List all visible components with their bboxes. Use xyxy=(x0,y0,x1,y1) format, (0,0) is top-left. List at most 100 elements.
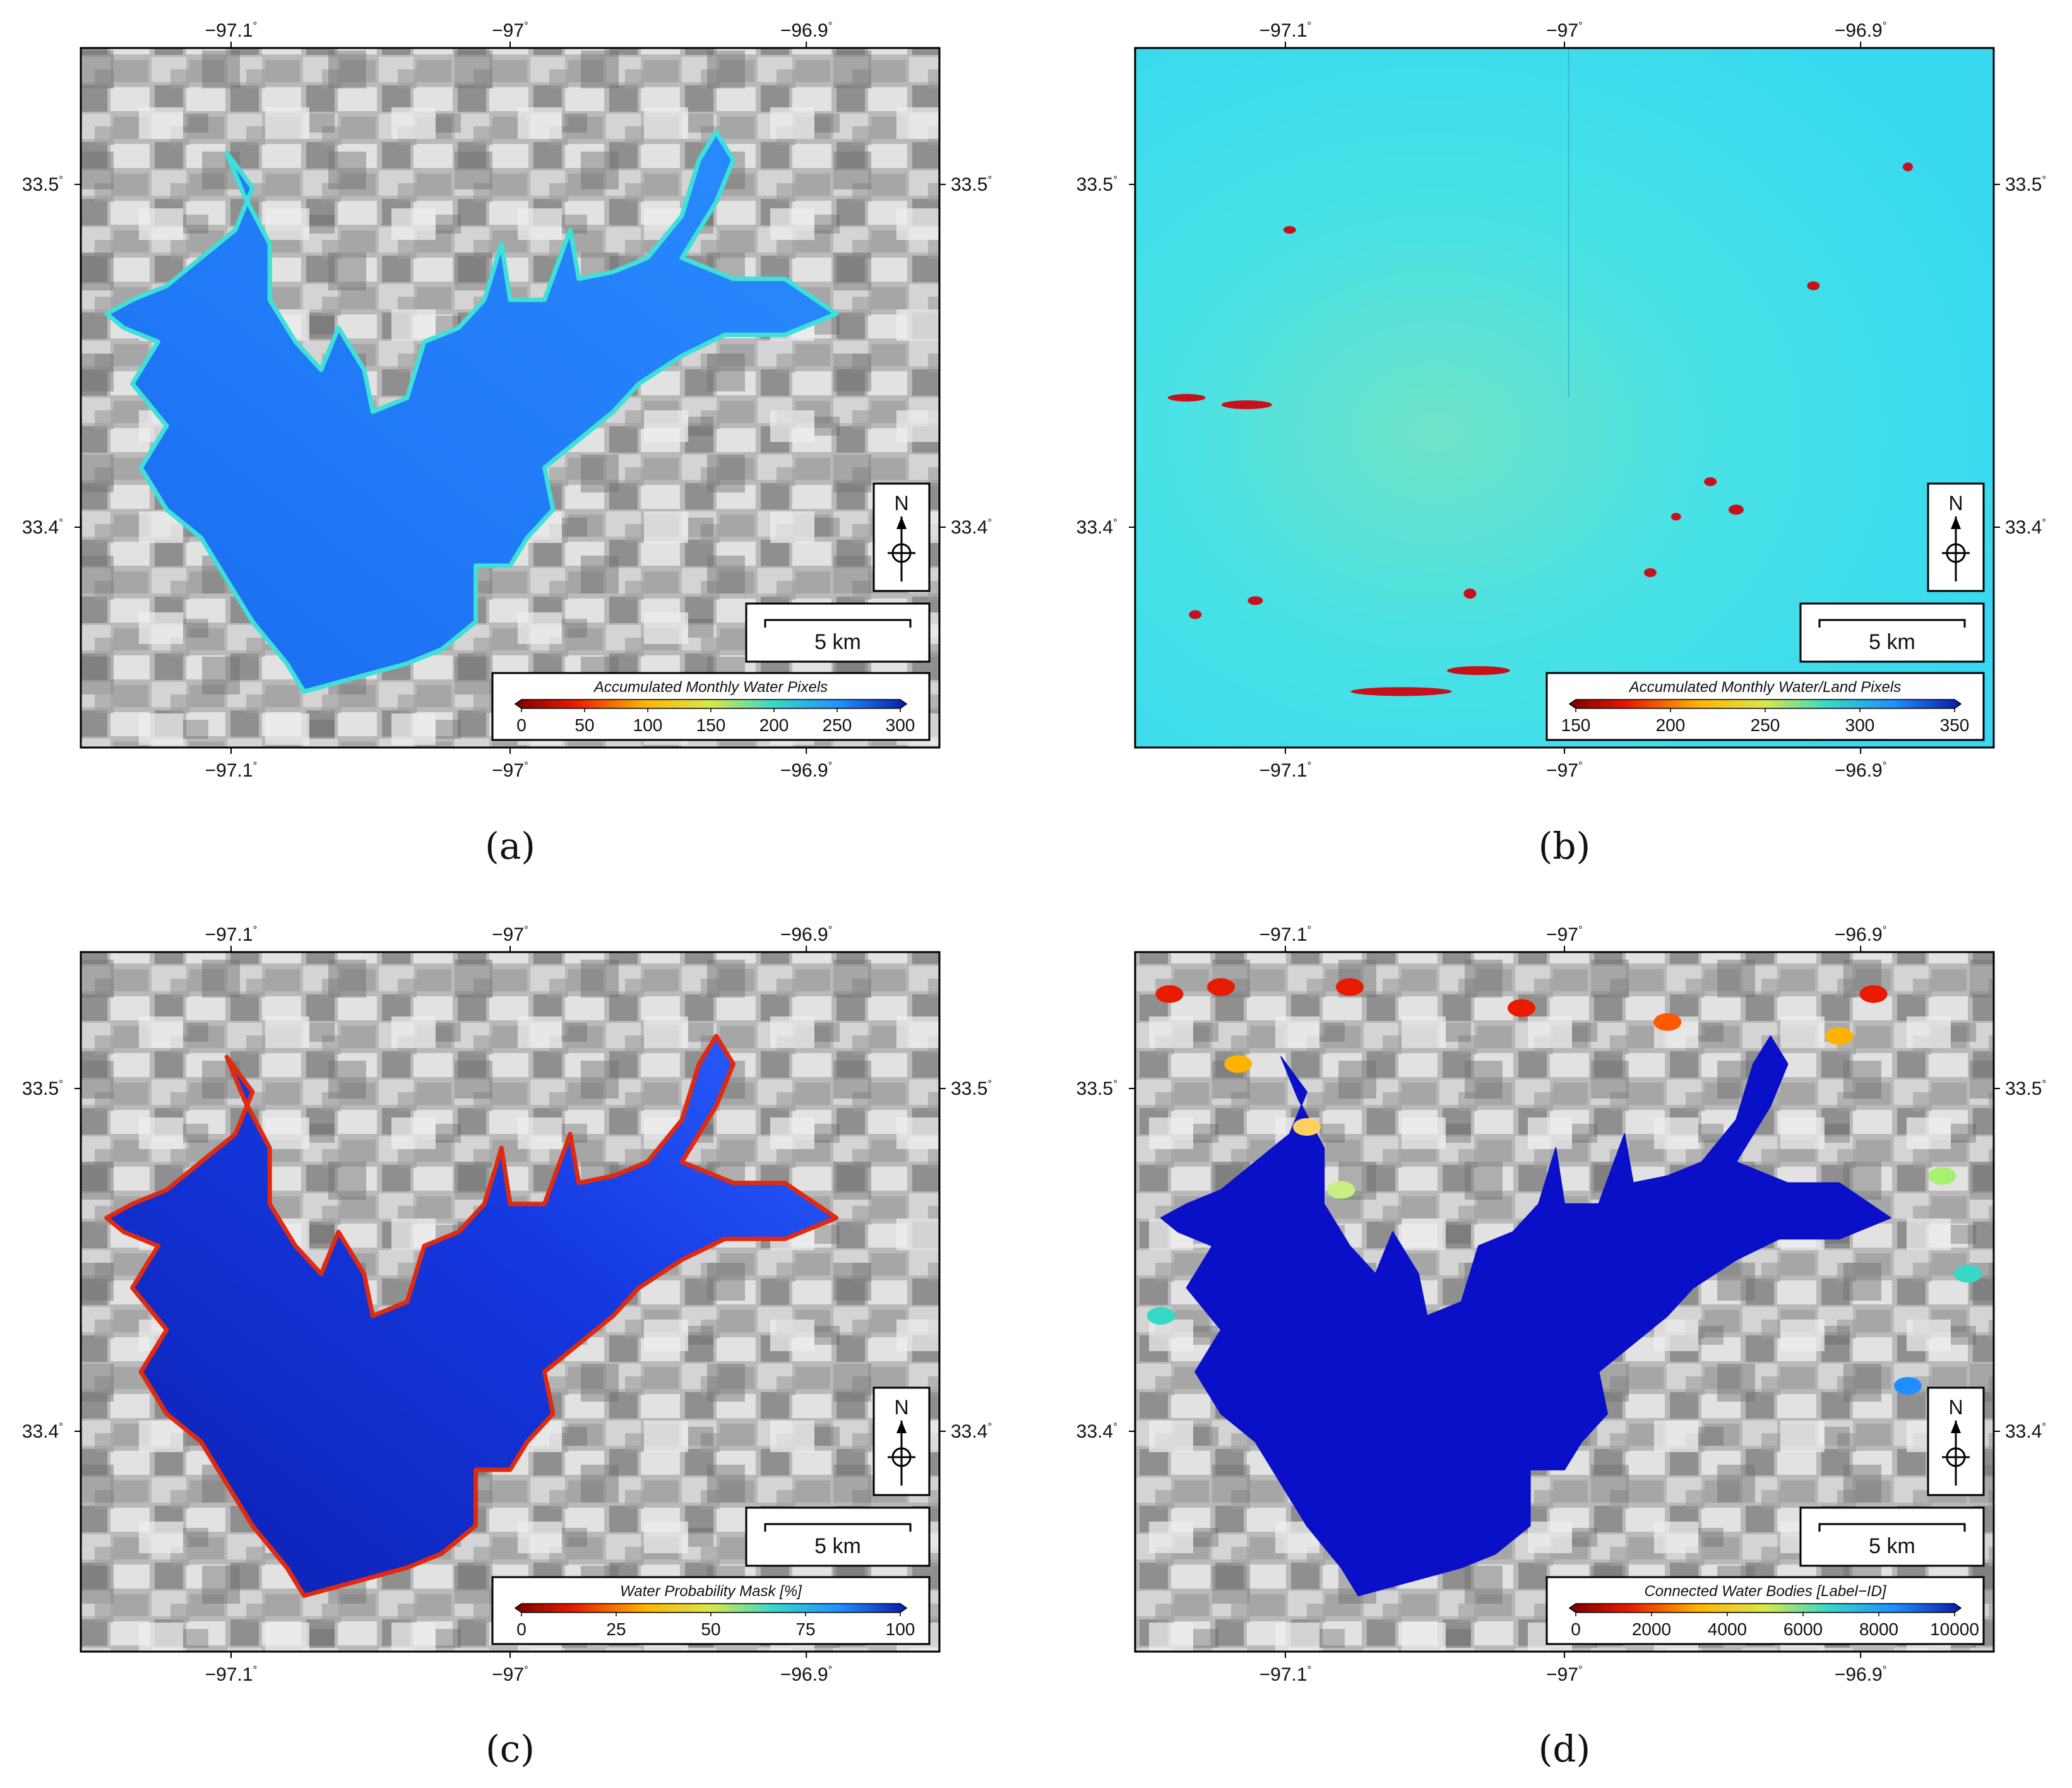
lat-label-right: 33.4° xyxy=(2005,516,2046,538)
scale-bar: 5 km xyxy=(745,1506,931,1567)
hotspot-0 xyxy=(1167,394,1206,402)
panel-label: (c) xyxy=(485,1727,535,1770)
colorbar-tick-label: 250 xyxy=(823,715,852,735)
north-label: N xyxy=(1948,1396,1963,1419)
lon-label-bottom: −97.1° xyxy=(205,760,258,781)
lon-label-top: −96.9° xyxy=(1835,924,1887,945)
lat-label-left: 33.4° xyxy=(1076,1421,1117,1442)
lake-water-body xyxy=(1160,1035,1891,1597)
lon-label-bottom: −97° xyxy=(1546,760,1583,781)
colorbar-title: Accumulated Monthly Water/Land Pixels xyxy=(1628,679,1901,696)
north-arrow: N xyxy=(1927,482,1985,592)
lat-label-left: 33.4° xyxy=(22,1421,63,1442)
colorbar-tick-label: 150 xyxy=(696,715,726,735)
north-arrow: N xyxy=(872,482,931,592)
scale-bar-label: 5 km xyxy=(814,1534,861,1558)
lat-label-left: 33.5° xyxy=(1076,1078,1117,1099)
lon-label-top: −97° xyxy=(1546,924,1583,945)
scale-bar: 5 km xyxy=(1799,1506,1985,1567)
colorbar-title: Water Probability Mask [%] xyxy=(620,1583,802,1600)
scale-bar-line xyxy=(1818,1523,1966,1532)
water-body-label-9 xyxy=(1928,1167,1956,1185)
hotspot-7 xyxy=(1704,477,1717,486)
colorbar-tick-label: 0 xyxy=(1571,1619,1581,1639)
lon-label-top: −97° xyxy=(1546,20,1583,41)
lake-water-body xyxy=(104,129,839,694)
lon-label-top: −96.9° xyxy=(1835,20,1887,41)
hotspot-10 xyxy=(1644,568,1657,577)
colorbar-tick-label: 200 xyxy=(1656,715,1686,735)
water-body-label-6 xyxy=(1224,1055,1253,1073)
colorbar-tick-label: 200 xyxy=(759,715,789,735)
colorbar-tick-label: 25 xyxy=(606,1619,626,1639)
water-body-label-1 xyxy=(1207,978,1235,996)
lat-label-left: 33.5° xyxy=(22,1078,63,1099)
lon-label-bottom: −97° xyxy=(1546,1664,1583,1685)
north-arrow-head xyxy=(896,1421,907,1433)
map-panel-a: −97.1° −97.1° −97° −97° −96.9° −96.9° 33.5° 33.… xyxy=(22,20,992,867)
north-arrow: N xyxy=(1927,1386,1985,1496)
scale-bar: 5 km xyxy=(1799,602,1985,663)
colorbar-ramp xyxy=(514,1603,908,1613)
colorbar-tick-label: 8000 xyxy=(1859,1619,1898,1639)
hotspot-5 xyxy=(1350,687,1452,696)
scale-bar-box xyxy=(745,1506,931,1567)
colorbar-ramp xyxy=(1568,699,1962,709)
water-body-label-3 xyxy=(1508,999,1535,1017)
colorbar: Connected Water Bodies [Label−ID] 0 2000 40… xyxy=(1545,1576,1985,1645)
colorbar-tick-label: 50 xyxy=(701,1619,720,1639)
colorbar-tick-label: 300 xyxy=(1845,715,1875,735)
lat-label-left: 33.4° xyxy=(22,516,63,538)
lon-label-top: −97° xyxy=(492,924,528,945)
north-label: N xyxy=(894,492,908,515)
water-body-label-7 xyxy=(1293,1118,1321,1136)
lat-label-left: 33.5° xyxy=(1076,174,1117,195)
scale-bar-label: 5 km xyxy=(1869,1534,1915,1558)
hotspot-3 xyxy=(1247,596,1263,605)
water-body-label-8 xyxy=(1327,1181,1355,1199)
water-body-label-10 xyxy=(1146,1307,1175,1325)
lon-label-bottom: −97° xyxy=(492,760,528,781)
water-body-label-11 xyxy=(1954,1265,1982,1283)
north-arrow-head xyxy=(896,516,907,529)
lat-label-right: 33.5° xyxy=(951,174,992,195)
lat-label-right: 33.4° xyxy=(951,516,992,538)
colorbar-tick-label: 50 xyxy=(575,715,594,735)
colorbar-tick-label: 6000 xyxy=(1783,1619,1823,1639)
lon-label-top: −96.9° xyxy=(780,20,833,41)
hotspot-2 xyxy=(1189,610,1202,619)
water-body-label-4 xyxy=(1653,1013,1682,1031)
lat-label-right: 33.5° xyxy=(951,1078,992,1099)
scale-bar-label: 5 km xyxy=(1869,630,1915,654)
colorbar-tick-label: 250 xyxy=(1751,715,1780,735)
lat-label-left: 33.4° xyxy=(1076,516,1117,538)
lat-label-right: 33.5° xyxy=(2005,174,2046,195)
lat-label-right: 33.4° xyxy=(951,1421,992,1442)
hotspot-12 xyxy=(1283,226,1296,234)
colorbar-tick-label: 0 xyxy=(516,1619,527,1639)
lake-water-body xyxy=(104,1034,839,1598)
lon-label-bottom: −96.9° xyxy=(1835,1664,1887,1685)
lon-label-top: −96.9° xyxy=(780,924,833,945)
colorbar-ramp xyxy=(1568,1603,1962,1613)
north-label: N xyxy=(1948,492,1963,515)
lat-label-right: 33.4° xyxy=(2005,1421,2046,1442)
lon-label-top: −97.1° xyxy=(205,20,258,41)
panel-label: (d) xyxy=(1539,1727,1590,1770)
hotspot-4 xyxy=(1463,588,1477,599)
colorbar-ramp xyxy=(514,699,908,709)
north-arrow-head xyxy=(1951,516,1961,529)
colorbar-tick-label: 4000 xyxy=(1708,1619,1747,1639)
colorbar-tick-label: 75 xyxy=(795,1619,815,1639)
hotspot-13 xyxy=(1903,162,1913,172)
scale-bar-line xyxy=(764,1523,912,1532)
colorbar-tick-label: 100 xyxy=(633,715,663,735)
lon-label-top: −97.1° xyxy=(205,924,258,945)
colorbar-tick-label: 2000 xyxy=(1632,1619,1671,1639)
map-panel-d: −97.1° −97.1° −97° −97° −96.9° −96.9° 33.5° 33.… xyxy=(1076,924,2046,1770)
lon-label-bottom: −97° xyxy=(492,1664,528,1685)
lat-label-left: 33.5° xyxy=(22,174,63,195)
lon-label-bottom: −97.1° xyxy=(205,1664,258,1685)
scale-bar-line xyxy=(1818,619,1966,628)
